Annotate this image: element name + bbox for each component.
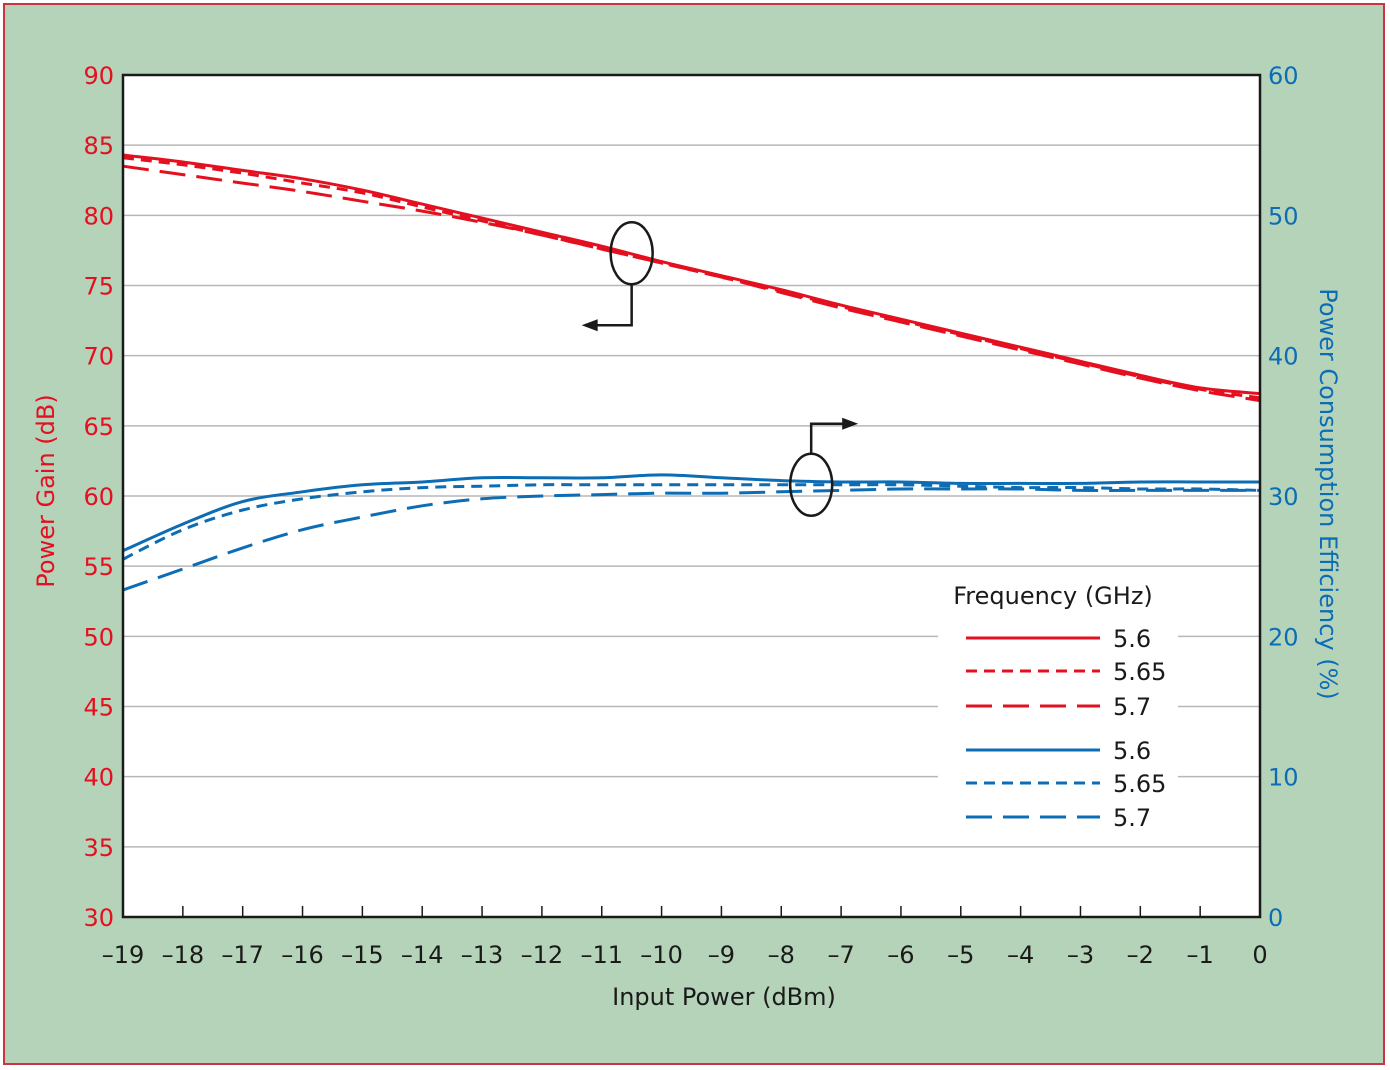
y-left-tick-label: 30: [83, 904, 114, 932]
x-tick-labels: –19 –18 –17 –16 –15 –14 –13 –12 –11 –10 –9 –8 –7 –6 –5…: [102, 941, 1268, 969]
y-left-tick-label: 65: [83, 413, 114, 441]
x-tick-label: –12: [521, 941, 564, 969]
x-tick-label: –18: [162, 941, 205, 969]
legend-label: 5.7: [1113, 804, 1151, 832]
x-tick-label: –14: [401, 941, 444, 969]
x-tick-label: –7: [827, 941, 854, 969]
y-right-tick-label: 0: [1268, 904, 1283, 932]
x-tick-label: –16: [281, 941, 324, 969]
series-blue-5.65-line: [122, 483, 1261, 561]
series-red-5.7-line: [122, 164, 1261, 403]
y-left-tick-label: 55: [83, 553, 114, 581]
x-tick-label: –11: [580, 941, 623, 969]
series-blue-5.6-line: [122, 473, 1260, 553]
legend-label: 5.65: [1113, 658, 1166, 686]
y-left-tick-label: 70: [83, 343, 114, 371]
x-tick-label: 0: [1252, 941, 1267, 969]
x-tick-label: –5: [947, 941, 974, 969]
plot-frame: [121, 73, 1262, 919]
plot-border: [121, 73, 1262, 919]
y-left-tick-label: 60: [83, 483, 114, 511]
x-tick-label: –19: [102, 941, 145, 969]
y-left-tick-label: 90: [83, 62, 114, 90]
x-tick-label: –6: [887, 941, 914, 969]
legend-title: Frequency (GHz): [953, 582, 1153, 610]
y-left-tick-label: 35: [83, 834, 114, 862]
x-tick-label: –10: [640, 941, 683, 969]
y-left-tick-labels: 90 85 80 75 70 65 60 55 50 45 40 35 30: [83, 62, 114, 932]
x-axis-title: Input Power (dBm): [612, 983, 836, 1011]
y-right-axis-title: Power Consumption Efficiency (%): [1314, 288, 1342, 700]
y-left-tick-label: 80: [83, 202, 114, 230]
y-right-tick-labels: 60 50 40 30 20 10 0: [1268, 62, 1299, 932]
x-tick-label: –15: [341, 941, 384, 969]
series-blue-5.7-line: [122, 487, 1260, 592]
x-tick-label: –4: [1007, 941, 1034, 969]
y-left-tick-label: 85: [83, 132, 114, 160]
x-tick-label: –3: [1067, 941, 1094, 969]
arrow-right-icon: [842, 417, 859, 430]
gain-arrow-line: [595, 284, 633, 327]
y-left-tick-label: 50: [83, 623, 114, 651]
legend-label: 5.6: [1113, 737, 1151, 765]
y-right-tick-label: 10: [1268, 764, 1299, 792]
annotations: [581, 220, 859, 518]
x-tick-label: –9: [708, 941, 735, 969]
x-tick-label: –2: [1127, 941, 1154, 969]
legend-label: 5.6: [1113, 625, 1151, 653]
y-right-tick-label: 60: [1268, 62, 1299, 90]
y-left-tick-label: 75: [83, 273, 114, 301]
y-right-tick-label: 20: [1268, 623, 1299, 651]
arrow-left-icon: [581, 319, 598, 332]
legend: Frequency (GHz) 5.6 5.65 5.7 5.6 5.65 5.7: [953, 582, 1166, 832]
y-right-tick-label: 40: [1268, 343, 1299, 371]
efficiency-arrow-line: [809, 422, 845, 454]
y-right-tick-label: 50: [1268, 202, 1299, 230]
x-tick-label: –1: [1187, 941, 1214, 969]
series-lines: [122, 153, 1261, 592]
legend-label: 5.65: [1113, 770, 1166, 798]
y-left-tick-label: 45: [83, 694, 114, 722]
y-left-tick-label: 40: [83, 764, 114, 792]
x-tick-label: –8: [768, 941, 795, 969]
y-left-axis-title: Power Gain (dB): [32, 394, 60, 587]
x-tick-label: –17: [221, 941, 264, 969]
x-tick-label: –13: [461, 941, 504, 969]
legend-label: 5.7: [1113, 693, 1151, 721]
y-right-tick-label: 30: [1268, 483, 1299, 511]
